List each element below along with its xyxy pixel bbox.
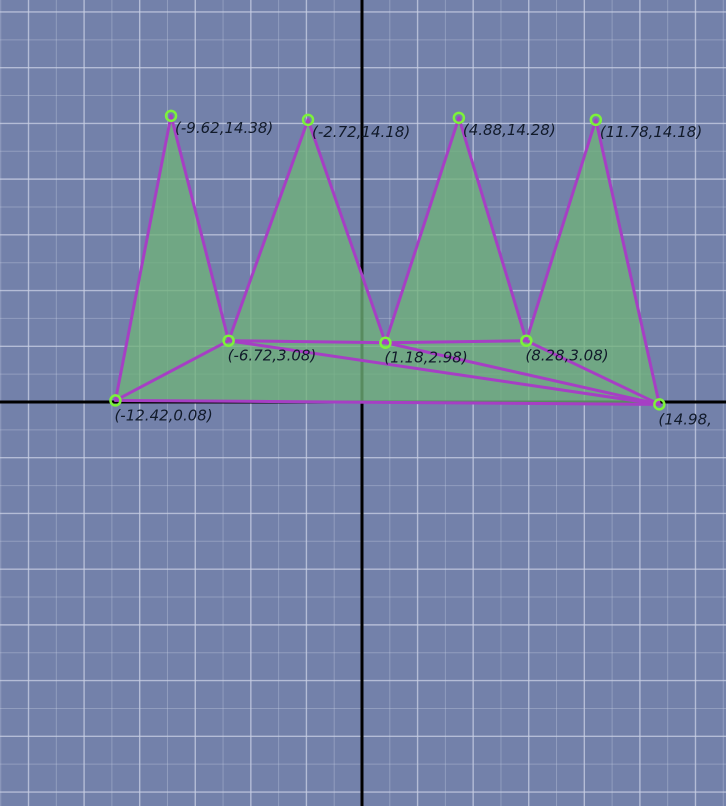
point-label-E: (1.18,2.98)	[384, 349, 467, 367]
edge-E-F[interactable]	[383, 116, 461, 345]
point-label-B: (-9.62,14.38)	[175, 119, 273, 137]
vertex-point-H[interactable]	[589, 113, 603, 127]
point-label-I: (14.98,	[658, 410, 712, 428]
edge-B-C[interactable]	[169, 114, 231, 343]
edge-G-I[interactable]	[524, 339, 661, 406]
vertex-point-C[interactable]	[222, 334, 235, 347]
edge-C-I[interactable]	[227, 339, 661, 406]
vertex-point-I[interactable]	[653, 398, 666, 411]
point-label-F: (4.88,14.28)	[463, 121, 556, 139]
point-label-D: (-2.72,14.18)	[312, 123, 410, 141]
edge-I-A[interactable]	[113, 398, 661, 406]
point-label-A: (-12.42,0.08)	[114, 406, 212, 424]
vertex-point-D[interactable]	[301, 113, 315, 127]
vertex-point-G[interactable]	[520, 334, 533, 347]
edge-H-I[interactable]	[594, 118, 661, 406]
vertex-point-E[interactable]	[379, 336, 392, 349]
edge-G-H[interactable]	[524, 118, 598, 343]
vertex-point-F[interactable]	[452, 111, 466, 125]
point-labels: (-12.42,0.08) (-9.62,14.38) (-6.72,3.08) (-…	[114, 119, 711, 429]
vertices	[109, 109, 666, 411]
edge-D-E[interactable]	[306, 118, 387, 345]
edge-E-I[interactable]	[383, 341, 661, 406]
edge-E-G[interactable]	[383, 339, 528, 345]
edges	[113, 114, 661, 406]
point-label-G: (8.28,3.08)	[525, 347, 608, 365]
edge-A-B[interactable]	[113, 114, 173, 402]
edge-A-C[interactable]	[113, 339, 231, 402]
edge-C-D[interactable]	[227, 118, 310, 343]
edge-C-E[interactable]	[227, 339, 387, 345]
point-label-H: (11.78,14.18)	[600, 123, 702, 141]
edge-F-G[interactable]	[457, 116, 528, 343]
point-label-C: (-6.72,3.08)	[228, 347, 317, 365]
vertex-point-A[interactable]	[109, 394, 122, 407]
vertex-point-B[interactable]	[164, 109, 178, 123]
